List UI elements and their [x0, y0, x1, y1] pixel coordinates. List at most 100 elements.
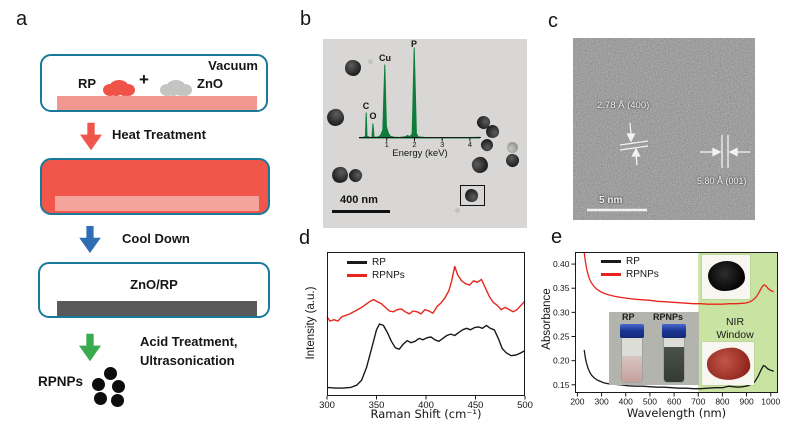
- absorbance-legend: RP RPNPs: [601, 256, 659, 280]
- x-tick-label: 2: [412, 140, 416, 149]
- vial-body: [621, 338, 643, 383]
- raman-chart: 300 350 400 450 500: [319, 252, 533, 411]
- vacuum-chamber-box: Vacuum RP + ZnO: [40, 54, 268, 112]
- vial-cap: [620, 324, 644, 338]
- rpnps-dispersion: [664, 346, 684, 382]
- rpnps-vial-label: RPNPs: [653, 312, 684, 322]
- eds-copper-peak-label: Cu: [379, 53, 391, 63]
- rp-label: RP: [78, 76, 97, 91]
- vacuum-label: Vacuum: [208, 58, 258, 73]
- rpnp-dot: [93, 391, 107, 405]
- zno-rp-film: [57, 301, 257, 316]
- acid-treatment-label: Acid Treatment,: [140, 334, 238, 349]
- raman-y-axis-label: Intensity (a.u.): [305, 286, 317, 360]
- selected-particle-box: [460, 185, 485, 206]
- scale-bar: [332, 210, 390, 213]
- nir-label-line1: NIR: [725, 316, 745, 328]
- rp-line-swatch: [601, 260, 621, 263]
- x-tick-label: 350: [369, 400, 385, 411]
- y-tick-label: 0.15: [553, 380, 570, 390]
- lattice-spacing-001-label: 5.80 Å (001): [697, 176, 747, 186]
- molten-film: [55, 196, 259, 211]
- x-tick-label: 800: [715, 397, 729, 407]
- nanoparticle: [323, 105, 347, 129]
- legend-label: RP: [372, 257, 386, 268]
- nir-label-line2: Window: [716, 329, 754, 342]
- legend-label: RP: [626, 256, 640, 267]
- y-tick-label: 0.40: [553, 259, 570, 269]
- nanoparticle: [453, 206, 461, 214]
- legend-entry-rpnps: RPNPs: [601, 269, 659, 280]
- rp-curve: [583, 349, 774, 390]
- rpnps-powder-photo: [702, 255, 750, 299]
- rp-vial-label: RP: [622, 312, 635, 322]
- zno-blob-icon: [160, 80, 192, 96]
- zno-label: ZnO: [197, 76, 223, 91]
- x-tick-label: 400: [619, 397, 633, 407]
- vial-cap: [662, 324, 686, 338]
- x-tick-label: 3: [440, 140, 444, 149]
- panel-label-b: b: [300, 8, 312, 30]
- heat-treatment-label: Heat Treatment: [112, 127, 206, 142]
- rp-line-swatch: [347, 261, 367, 264]
- x-tick-label: 700: [691, 397, 705, 407]
- eds-x-axis-label: Energy (keV): [392, 148, 448, 159]
- rpnps-vial: [658, 324, 690, 383]
- y-tick-label: 0.25: [553, 332, 570, 342]
- x-tick-label: 900: [739, 397, 753, 407]
- rpnps-line-swatch: [601, 273, 621, 276]
- red-phosphorus-blob-icon: [103, 80, 135, 96]
- panel-label-a: a: [16, 8, 28, 30]
- legend-label: RPNPs: [372, 270, 405, 281]
- scale-bar-label: 5 nm: [599, 195, 623, 206]
- raman-legend: RP RPNPs: [347, 257, 405, 281]
- heated-chamber-box: [40, 158, 270, 215]
- zno-rp-box: ZnO/RP: [38, 262, 270, 318]
- x-tick-label: 400: [418, 400, 434, 411]
- down-arrow-icon: [79, 226, 101, 253]
- rpnps-curve: [583, 252, 774, 305]
- ultrasonication-label: Ultrasonication: [140, 353, 235, 368]
- nanoparticle: [506, 141, 518, 153]
- down-arrow-icon: [79, 333, 101, 362]
- scale-bar-label: 400 nm: [340, 194, 378, 206]
- panel-label-c: c: [548, 10, 558, 32]
- vial-body: [663, 338, 685, 383]
- nanoparticle: [345, 60, 361, 76]
- tem-image: 1 2 3 4 C O Cu P Energy (keV) 400 nm: [323, 39, 527, 228]
- legend-entry-rp: RP: [347, 257, 405, 268]
- nir-window-label: NIR Window: [710, 316, 760, 342]
- plot-frame: [327, 252, 525, 396]
- lattice-spacing-400-label: 2.78 Å (400): [597, 100, 650, 111]
- x-tick-label: 4: [468, 140, 472, 149]
- x-tick-label: 200: [570, 397, 584, 407]
- nanoparticle: [367, 58, 373, 64]
- legend-label: RPNPs: [626, 269, 659, 280]
- plus-icon: +: [139, 70, 149, 89]
- panel-label-e: e: [551, 226, 563, 248]
- plot-frame: [575, 252, 778, 393]
- rp-powder-photo: [702, 342, 754, 385]
- rp-zno-film: [57, 96, 257, 110]
- rp-dispersion: [622, 355, 642, 382]
- hrtem-image: 2.78 Å (400) 5.80 Å (001) 5 nm: [573, 38, 755, 220]
- black-powder: [707, 261, 745, 291]
- x-tick-label: 500: [643, 397, 657, 407]
- eds-spectrum-chart: 1 2 3 4: [359, 47, 481, 149]
- nanoparticle: [504, 152, 520, 168]
- x-tick-label: 600: [667, 397, 681, 407]
- x-tick-label: 450: [468, 400, 484, 411]
- rp-vial: [616, 324, 648, 383]
- rpnps-line-swatch: [347, 274, 367, 277]
- x-tick-label: 500: [517, 400, 533, 411]
- y-tick-label: 0.35: [553, 283, 570, 293]
- absorbance-x-axis-label: Wavelength (nm): [626, 406, 727, 420]
- rpnp-dot: [91, 377, 105, 391]
- rpnp-dot: [103, 366, 117, 380]
- nanoparticle: [346, 166, 364, 184]
- absorbance-y-axis-label: Absorbance: [541, 288, 553, 350]
- vial-photo-inset: RP RPNPs: [609, 312, 699, 385]
- hrtem-noise-texture: [573, 38, 755, 220]
- rpnps-curve: [326, 265, 526, 322]
- x-tick-label: 1: [385, 140, 389, 149]
